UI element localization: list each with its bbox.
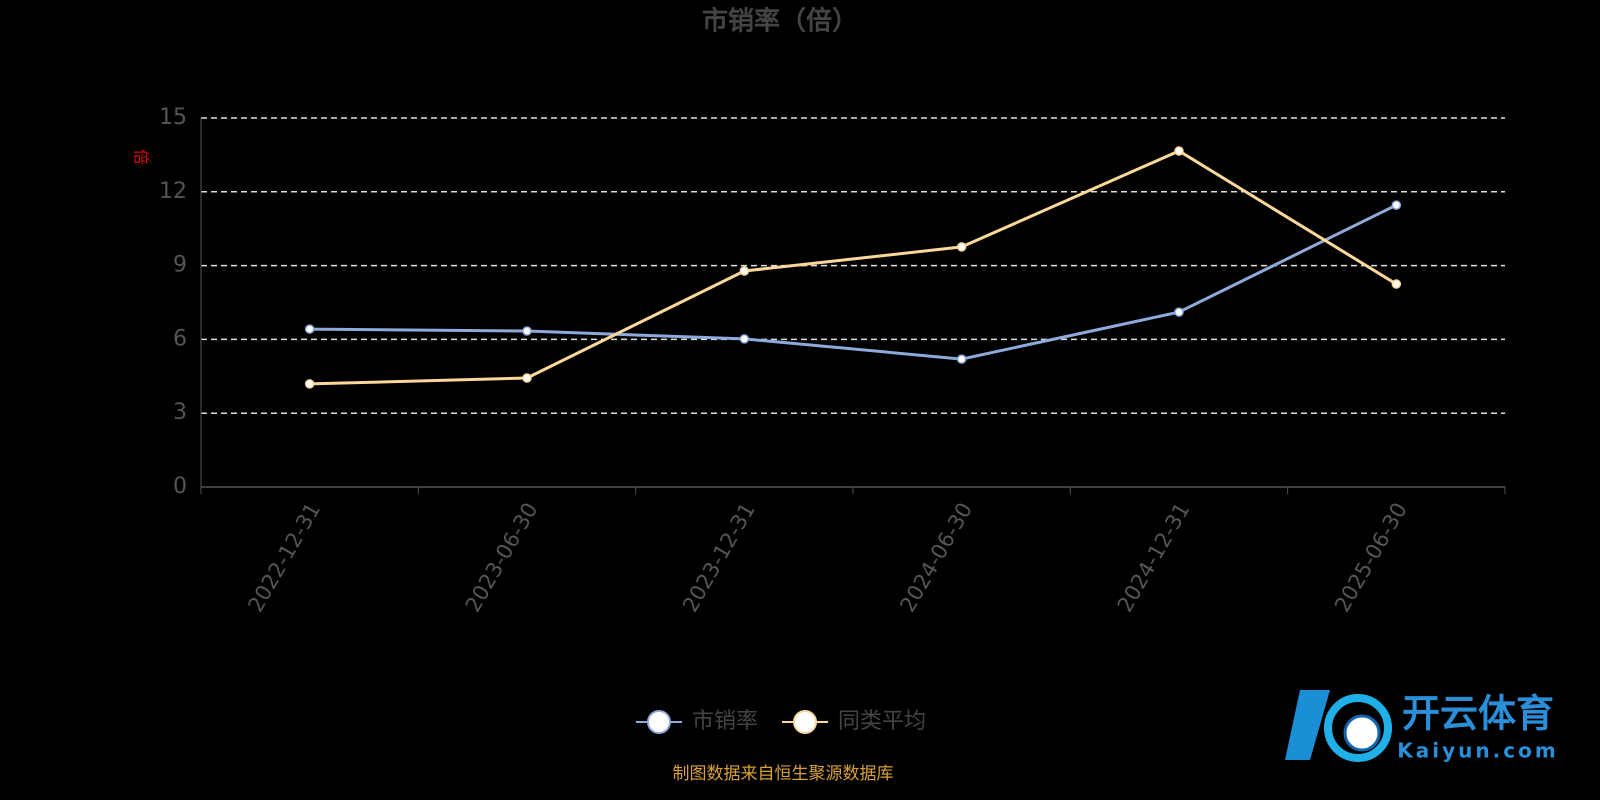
data-point xyxy=(956,242,967,252)
logo-ball xyxy=(1343,714,1381,752)
watermark: 开云体育 Kaiyun.com xyxy=(1285,690,1558,763)
data-point xyxy=(1174,146,1184,156)
y-tick-label: 15 xyxy=(159,105,187,130)
data-point xyxy=(522,373,532,383)
legend-label: 同类平均 xyxy=(838,709,926,734)
y-axis-label: 倍 xyxy=(132,149,151,165)
data-point xyxy=(739,334,750,344)
logo-ring xyxy=(1324,694,1392,762)
series-line xyxy=(309,149,1398,386)
legend-marker xyxy=(793,710,818,734)
legend-marker xyxy=(647,710,671,734)
y-tick-label: 3 xyxy=(173,400,187,425)
data-point xyxy=(304,324,315,334)
data-point xyxy=(1391,200,1402,210)
watermark-subtitle: Kaiyun.com xyxy=(1397,739,1558,763)
legend-label: 市销率 xyxy=(692,709,758,734)
series-line xyxy=(309,203,1397,361)
y-tick-label: 0 xyxy=(173,474,187,499)
data-point xyxy=(1174,307,1184,317)
data-point xyxy=(304,379,315,389)
data-point xyxy=(956,354,967,364)
data-point xyxy=(1391,279,1402,289)
data-point xyxy=(522,326,532,336)
watermark-title: 开云体育 xyxy=(1402,692,1554,736)
source-note: 制图数据来自恒生聚源数据库 xyxy=(673,764,894,784)
data-point xyxy=(739,266,750,276)
y-tick-label: 6 xyxy=(173,326,187,351)
logo-k xyxy=(1285,690,1330,760)
chart-title: 市销率（倍） xyxy=(702,6,858,37)
y-tick-label: 9 xyxy=(173,253,187,278)
y-tick-label: 12 xyxy=(159,179,187,204)
